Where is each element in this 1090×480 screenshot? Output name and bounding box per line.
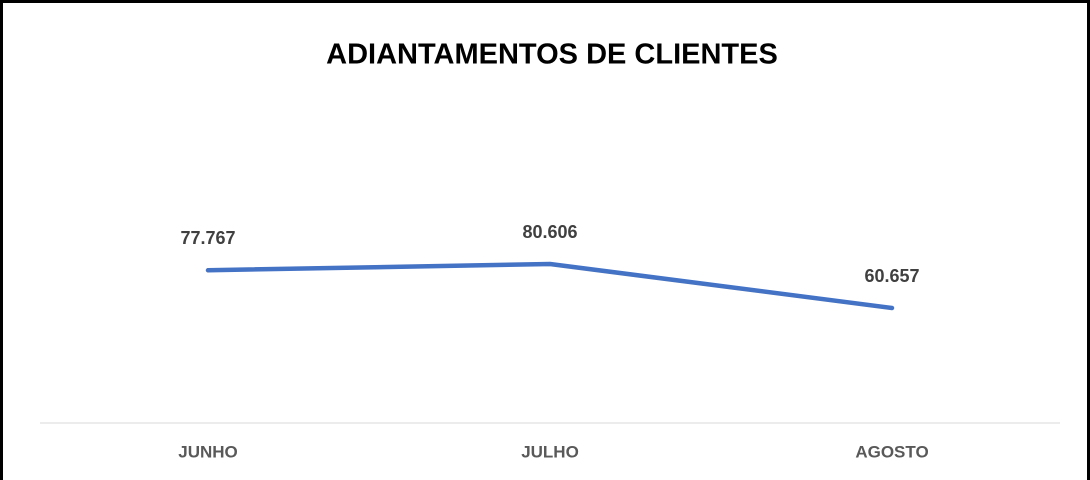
data-label: 60.657 [864,266,919,286]
chart-title: ADIANTAMENTOS DE CLIENTES [326,39,778,71]
x-tick-label: JULHO [521,442,579,461]
data-label: 80.606 [522,222,577,242]
data-label: 77.767 [180,228,235,248]
x-tick-label: AGOSTO [855,442,928,461]
x-tick-label: JUNHO [178,442,238,461]
line [205,261,895,311]
